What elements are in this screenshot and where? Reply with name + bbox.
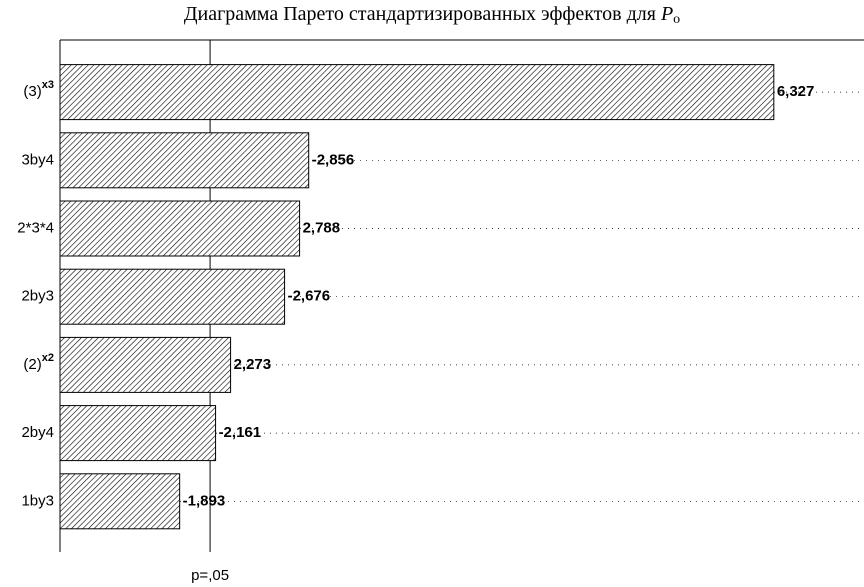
category-text: (3)	[23, 83, 41, 100]
bar	[59, 405, 217, 462]
category-text: 2*3*4	[17, 219, 54, 236]
bar	[59, 268, 286, 325]
value-label: -2,856	[312, 151, 355, 168]
y-tick-label: (2)x2	[23, 352, 54, 373]
value-label: 2,788	[303, 219, 341, 236]
title-subscript: o	[673, 12, 680, 27]
chart-title: Диаграмма Парето стандартизированных эфф…	[184, 3, 680, 28]
title-text: Диаграмма Парето стандартизированных эфф…	[184, 3, 656, 25]
y-tick-label: 2by3	[21, 288, 54, 305]
category-text: 2by3	[21, 288, 54, 305]
bar	[59, 132, 310, 189]
category-text: 2by4	[21, 424, 54, 441]
threshold-label: p=,05	[191, 567, 229, 584]
bar	[59, 200, 301, 257]
bar	[59, 64, 775, 121]
y-tick-label: 1by3	[21, 492, 54, 509]
category-text: (2)	[23, 356, 41, 373]
category-text: 3by4	[21, 151, 54, 168]
y-tick-label: (3)x3	[23, 79, 54, 100]
category-superscript: x3	[42, 79, 54, 91]
category-text: 1by3	[21, 492, 54, 509]
title-symbol: P	[660, 3, 673, 25]
value-label: 6,327	[777, 83, 815, 100]
category-superscript: x2	[42, 352, 54, 364]
value-label: -1,893	[183, 492, 226, 509]
y-tick-label: 3by4	[21, 151, 54, 168]
value-label: -2,676	[288, 288, 331, 305]
y-tick-label: 2by4	[21, 424, 54, 441]
value-label: 2,273	[234, 356, 272, 373]
y-tick-label: 2*3*4	[17, 219, 54, 236]
bar	[59, 336, 232, 393]
bar	[59, 473, 181, 530]
value-label: -2,161	[219, 424, 262, 441]
